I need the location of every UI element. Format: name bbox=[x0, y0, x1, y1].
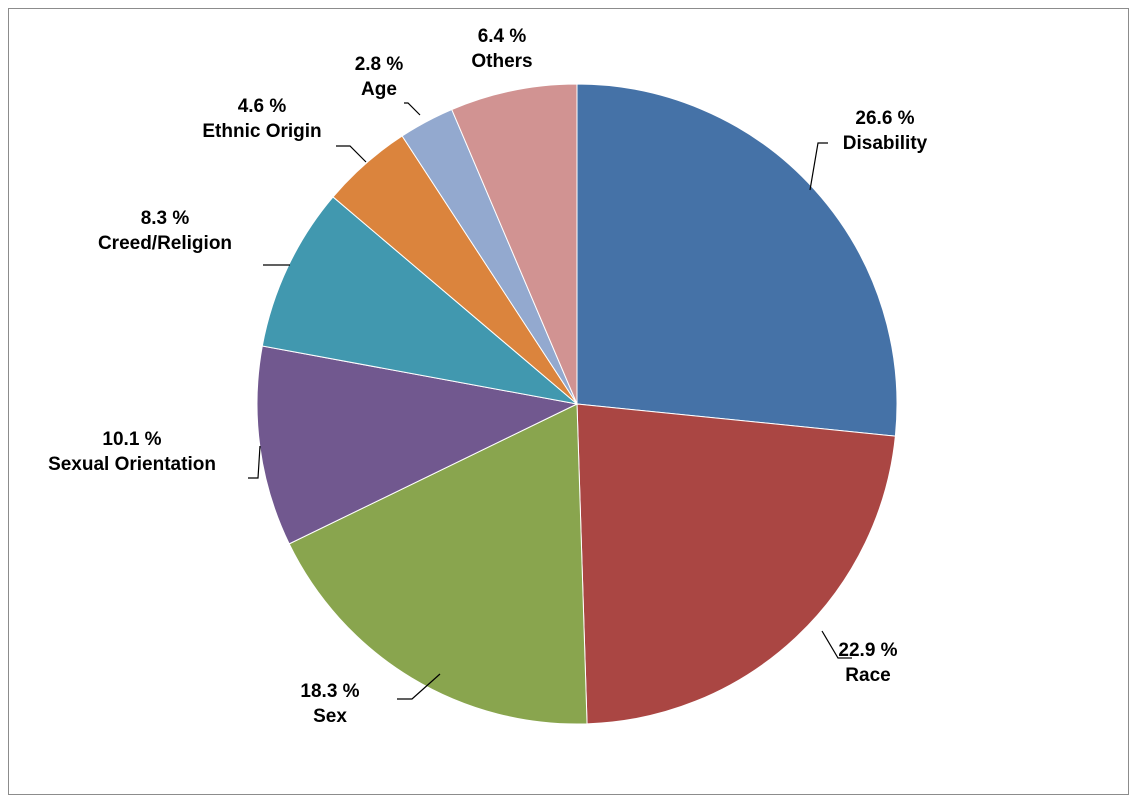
data-label-value-sexual-orientation: 10.1 % bbox=[102, 429, 161, 450]
labels-layer: 26.6 % Disability 22.9 % Race 18.3 % Sex 10.1 … bbox=[48, 26, 928, 727]
data-label-value-sex: 18.3 % bbox=[300, 681, 359, 702]
data-label-category-race: Race bbox=[845, 665, 890, 686]
data-label-category-ethnic-origin: Ethnic Origin bbox=[202, 121, 321, 142]
leader-line-sexual-orientation bbox=[248, 445, 261, 479]
data-label-category-sex: Sex bbox=[313, 706, 347, 727]
data-label-category-age: Age bbox=[361, 79, 397, 100]
leader-line-disability bbox=[809, 142, 828, 191]
data-label-value-ethnic-origin: 4.6 % bbox=[238, 96, 287, 117]
data-label-value-race: 22.9 % bbox=[838, 640, 897, 661]
data-label-category-creed-religion: Creed/Religion bbox=[98, 233, 232, 254]
data-label-value-others: 6.4 % bbox=[478, 26, 527, 47]
data-label-value-age: 2.8 % bbox=[355, 54, 404, 75]
pie-slice-race bbox=[576, 403, 896, 725]
pie-slice-disability bbox=[576, 83, 898, 437]
slices-layer bbox=[256, 83, 898, 725]
data-label-category-others: Others bbox=[471, 51, 532, 72]
pie-slice-sex bbox=[288, 403, 588, 725]
leader-line-ethnic-origin bbox=[336, 145, 367, 163]
pie-slice-creed-religion bbox=[261, 196, 579, 405]
leaders-layer bbox=[248, 102, 852, 700]
data-label-value-disability: 26.6 % bbox=[855, 108, 914, 129]
pie-slice-others bbox=[451, 83, 578, 405]
data-label-value-creed-religion: 8.3 % bbox=[141, 208, 190, 229]
data-label-category-disability: Disability bbox=[843, 133, 928, 154]
leader-line-age bbox=[404, 102, 421, 116]
leader-line-race bbox=[821, 630, 852, 659]
leader-line-sex bbox=[397, 673, 441, 700]
data-label-category-sexual-orientation: Sexual Orientation bbox=[48, 454, 216, 475]
